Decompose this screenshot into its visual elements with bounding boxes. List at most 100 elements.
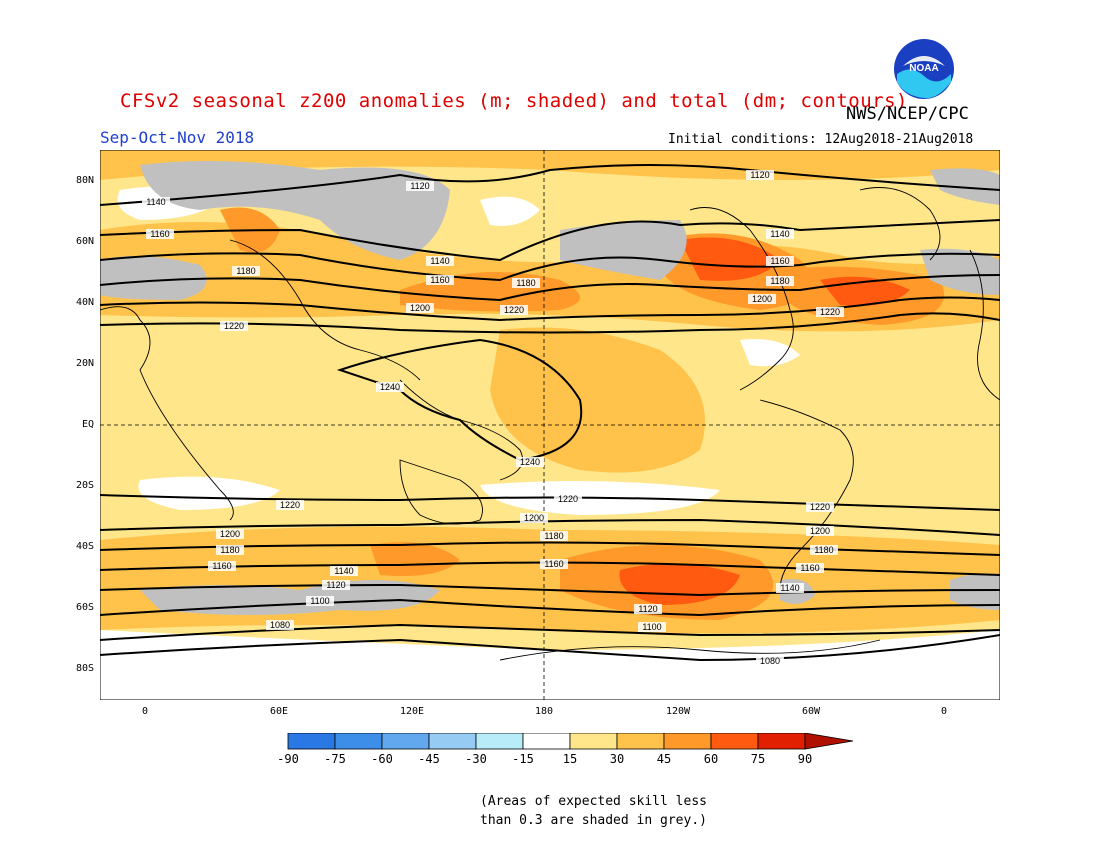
contour-label-bg bbox=[810, 545, 838, 555]
colorbar-label: 15 bbox=[562, 752, 578, 766]
contour-label-bg bbox=[748, 294, 776, 304]
initial-conditions-label: Initial conditions: 12Aug2018-21Aug2018 bbox=[668, 132, 974, 147]
lon-label: 0 bbox=[141, 706, 149, 717]
season-label: Sep-Oct-Nov 2018 bbox=[100, 128, 255, 147]
contour-label: 1140 bbox=[146, 197, 165, 207]
lat-label: EQ bbox=[81, 419, 94, 430]
agency-label: NWS/NCEP/CPC bbox=[846, 104, 969, 124]
lon-label: 60E bbox=[269, 706, 289, 717]
colorbar-swatch bbox=[710, 733, 759, 750]
skill-note-line2: than 0.3 are shaded in grey.) bbox=[480, 813, 707, 828]
colorbar-label: 30 bbox=[609, 752, 625, 766]
contour-label: 1120 bbox=[326, 580, 345, 590]
contour-label: 1200 bbox=[220, 529, 240, 539]
contour-label: 1100 bbox=[642, 622, 661, 632]
colorbar-swatch bbox=[428, 733, 477, 750]
contour-label-bg bbox=[638, 622, 666, 632]
lat-label: 40S bbox=[75, 541, 94, 552]
low-skill-region bbox=[100, 256, 207, 300]
contour-label: 1140 bbox=[334, 566, 353, 576]
height-contours bbox=[100, 164, 1000, 662]
contour-label: 1240 bbox=[520, 457, 540, 467]
anomaly-map: 1120 1120 1140 1140 1140 1160 1160 1160 1180 1180… bbox=[100, 150, 1000, 700]
colorbar-swatch bbox=[804, 733, 854, 750]
contour-label-bg bbox=[142, 197, 170, 207]
contour-label: 1200 bbox=[752, 294, 772, 304]
colorbar-swatch bbox=[287, 733, 336, 750]
colorbar-label: 45 bbox=[656, 752, 672, 766]
low-skill-region bbox=[950, 573, 1000, 610]
anomaly-region bbox=[480, 196, 540, 226]
contour-label-bg bbox=[208, 561, 236, 571]
contour-label: 1140 bbox=[780, 583, 799, 593]
contour-label-bg bbox=[322, 580, 350, 590]
contour-label: 1120 bbox=[638, 604, 657, 614]
contour-label: 1160 bbox=[770, 256, 789, 266]
contour-label-bg bbox=[276, 500, 304, 510]
low-skill-region bbox=[560, 220, 687, 280]
contour-label-bg bbox=[520, 513, 548, 523]
colorbar-swatch bbox=[616, 733, 665, 750]
contour-label-bg bbox=[634, 604, 662, 614]
anomaly-region bbox=[138, 476, 280, 510]
contour-label-bg bbox=[816, 307, 844, 317]
contour-label-bg bbox=[766, 276, 794, 286]
colorbar-label: -60 bbox=[371, 752, 393, 766]
contour-label: 1140 bbox=[430, 256, 449, 266]
lat-label: 80S bbox=[75, 663, 94, 674]
contour-label: 1180 bbox=[770, 276, 789, 286]
lat-label: 40N bbox=[75, 297, 94, 308]
lon-label: 60W bbox=[801, 706, 821, 717]
anomaly-region bbox=[680, 237, 780, 281]
contour-label: 1120 bbox=[750, 170, 769, 180]
contour-label: 1140 bbox=[770, 229, 789, 239]
contour-label-bg bbox=[796, 563, 824, 573]
contour-label: 1120 bbox=[410, 181, 429, 191]
contour-label: 1080 bbox=[760, 656, 780, 666]
contour-label: 1180 bbox=[516, 278, 535, 288]
colorbar bbox=[287, 733, 854, 750]
contour-label: 1100 bbox=[310, 596, 329, 606]
skill-note-line1: (Areas of expected skill less bbox=[480, 794, 707, 809]
contour-label: 1220 bbox=[504, 305, 524, 315]
low-skill-region bbox=[140, 161, 450, 260]
lat-label: 80N bbox=[75, 175, 94, 186]
contour-label-bg bbox=[266, 620, 294, 630]
contour-label-bg bbox=[500, 305, 528, 315]
lon-label: 120W bbox=[665, 706, 691, 717]
contour-label-bg bbox=[554, 494, 582, 504]
logo-text: NOAA bbox=[909, 63, 938, 74]
map-title: CFSv2 seasonal z200 anomalies (m; shaded… bbox=[120, 90, 908, 112]
contour-label: 1220 bbox=[280, 500, 300, 510]
colorbar-label: -75 bbox=[324, 752, 346, 766]
noaa-logo: NOAA bbox=[894, 39, 954, 99]
contour-label: 1160 bbox=[430, 275, 449, 285]
contour-label: 1180 bbox=[814, 545, 833, 555]
contour-label-bg bbox=[540, 531, 568, 541]
contour-label-bg bbox=[306, 596, 334, 606]
colorbar-label: -90 bbox=[277, 752, 299, 766]
anomaly-region bbox=[740, 339, 800, 367]
contour-label-bg bbox=[512, 278, 540, 288]
contour-label: 1180 bbox=[544, 531, 563, 541]
lat-label: 20S bbox=[75, 480, 94, 491]
contour-label-bg bbox=[746, 170, 774, 180]
contour-label-bg bbox=[540, 559, 568, 569]
contour-label-bg bbox=[516, 457, 544, 467]
contour-label-bg bbox=[232, 266, 260, 276]
colorbar-swatch bbox=[381, 733, 430, 750]
contour-label-bg bbox=[426, 256, 454, 266]
contour-label: 1220 bbox=[820, 307, 840, 317]
colorbar-swatch bbox=[522, 733, 571, 750]
contour-label: 1180 bbox=[236, 266, 255, 276]
contour-label-bg bbox=[330, 566, 358, 576]
colorbar-swatch bbox=[757, 733, 806, 750]
colorbar-label: 90 bbox=[797, 752, 813, 766]
contour-label-bg bbox=[406, 303, 434, 313]
contour-label: 1220 bbox=[558, 494, 578, 504]
contour-label-bg bbox=[216, 545, 244, 555]
contour-label: 1240 bbox=[380, 382, 400, 392]
contour-label-bg bbox=[406, 181, 434, 191]
contour-label-bg bbox=[376, 382, 404, 392]
contour-label: 1160 bbox=[150, 229, 169, 239]
